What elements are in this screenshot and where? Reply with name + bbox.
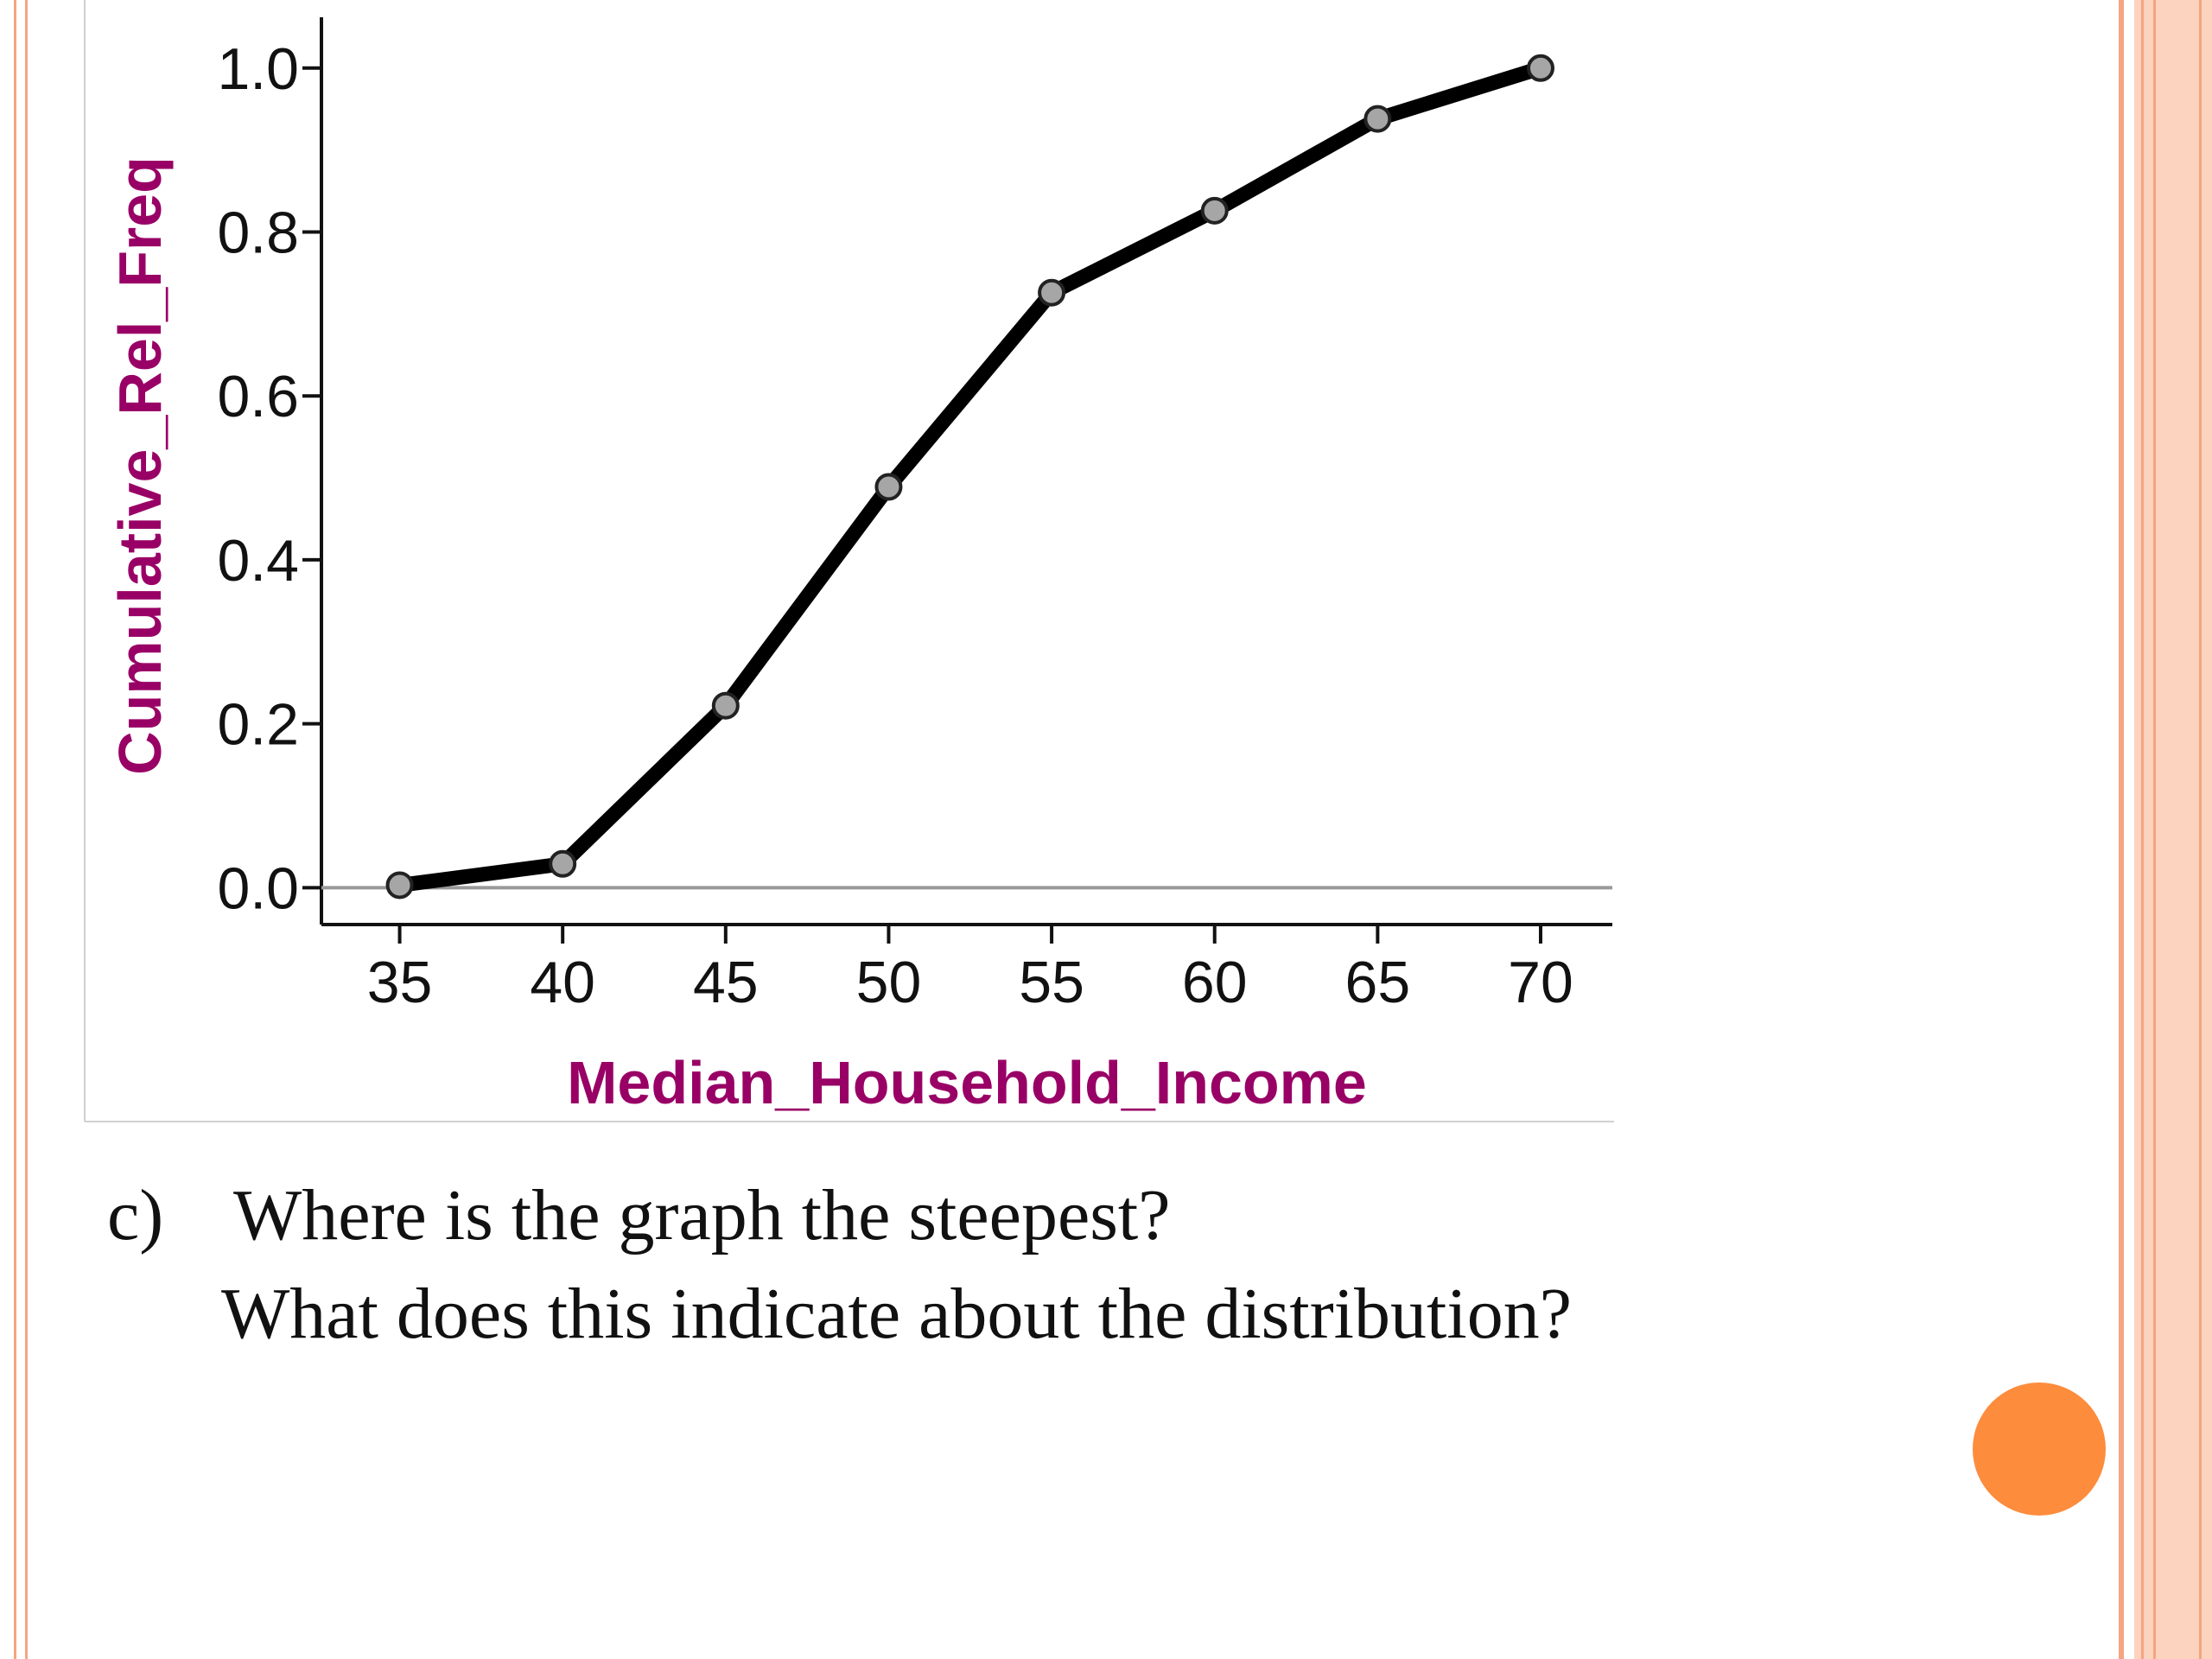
- border-line: [14, 0, 16, 1659]
- x-tick-label: 40: [530, 950, 595, 1015]
- x-tick-label: 55: [1019, 950, 1084, 1015]
- data-point: [1038, 278, 1066, 307]
- x-axis-title: Median_Household_Income: [567, 1049, 1367, 1116]
- border-line: [25, 0, 28, 1659]
- x-tick-label: 50: [856, 950, 922, 1015]
- border-line: [2153, 0, 2156, 1659]
- data-point: [549, 849, 577, 878]
- border-line: [2199, 0, 2202, 1659]
- x-tick-label: 35: [367, 950, 433, 1015]
- question-text: What does this indicate about the distri…: [221, 1274, 1572, 1354]
- y-axis-title: Cumulative_Rel_Freq: [106, 156, 174, 775]
- x-tick-label: 60: [1182, 950, 1248, 1015]
- y-tick-label: 0.8: [217, 200, 299, 266]
- y-tick-label: 0.0: [217, 855, 299, 921]
- data-point: [385, 871, 414, 899]
- question-text: Where is the graph the steepest?: [233, 1175, 1171, 1255]
- data-point: [711, 691, 740, 720]
- y-tick-label: 0.2: [217, 692, 299, 758]
- data-point: [874, 473, 903, 501]
- border-line: [2141, 0, 2144, 1659]
- border-line: [2119, 0, 2124, 1659]
- x-tick-label: 70: [1508, 950, 1573, 1015]
- data-line: [392, 60, 1548, 893]
- decoration-circle: [1973, 1382, 2106, 1516]
- data-point: [1200, 196, 1229, 225]
- data-point: [1527, 54, 1554, 82]
- x-tick-label: 65: [1345, 950, 1411, 1015]
- y-tick-label: 0.4: [217, 528, 299, 594]
- question-marker: c): [107, 1175, 163, 1255]
- data-point: [1363, 105, 1392, 133]
- y-tick-label: 1.0: [217, 36, 299, 102]
- x-tick-label: 45: [693, 950, 759, 1015]
- y-tick-label: 0.6: [217, 364, 299, 429]
